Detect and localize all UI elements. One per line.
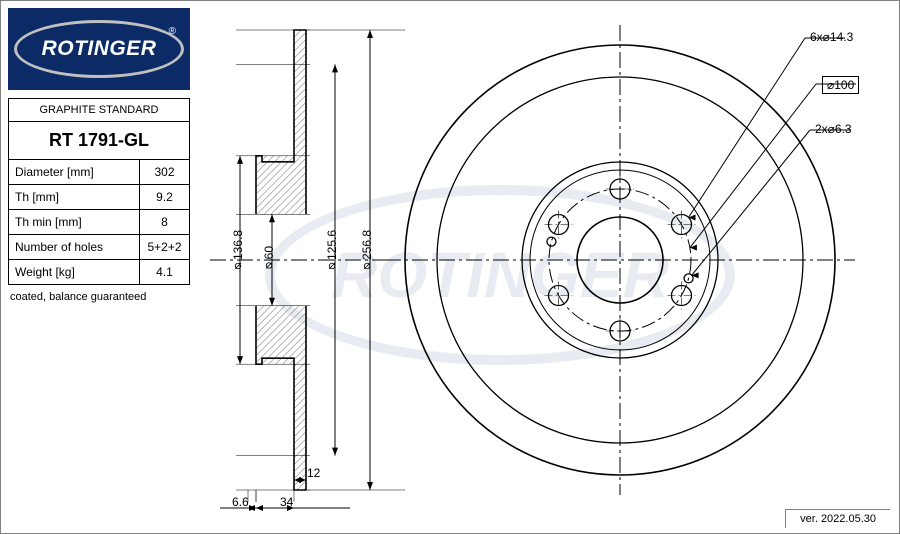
dim-thickness: 12 [307,466,320,480]
table-row: Number of holes 5+2+2 [9,235,190,260]
dim-center-bore: ⌀60 [262,246,276,273]
dim-friction-dia: ⌀256.8 [360,230,374,274]
spec-value: 302 [140,160,190,185]
registered-mark: ® [169,26,176,37]
dim-bolt-holes: 6x⌀14.3 [810,30,853,44]
spec-value: 9.2 [140,185,190,210]
dim-offset-a: 6.6 [232,495,249,509]
spec-value: 4.1 [140,260,190,285]
spec-label: Th [mm] [9,185,140,210]
version-label: ver. 2022.05.30 [785,509,890,528]
brand-logo: ROTINGER ® [8,8,190,90]
series-label: GRAPHITE STANDARD [9,99,190,122]
dim-small-holes: 2x⌀6.3 [815,122,852,136]
table-row: Weight [kg] 4.1 [9,260,190,285]
table-row: Diameter [mm] 302 [9,160,190,185]
table-row: Th [mm] 9.2 [9,185,190,210]
spec-table: GRAPHITE STANDARD RT 1791-GL Diameter [m… [8,98,190,285]
table-row: Th min [mm] 8 [9,210,190,235]
dim-offset-b: 34 [280,495,293,509]
brand-name: ROTINGER [42,37,157,61]
dim-pcd: ⌀100 [822,76,859,94]
dim-inner-step: ⌀125.6 [325,230,339,274]
spec-value: 8 [140,210,190,235]
footer-note: coated, balance guaranteed [8,291,190,303]
spec-label: Number of holes [9,235,140,260]
spec-label: Th min [mm] [9,210,140,235]
spec-panel: ROTINGER ® GRAPHITE STANDARD RT 1791-GL … [8,8,190,303]
spec-value: 5+2+2 [140,235,190,260]
technical-drawing: ⌀136.8 ⌀60 ⌀125.6 ⌀256.8 12 6.6 34 6x⌀14… [200,0,900,534]
part-number: RT 1791-GL [9,122,190,160]
spec-label: Weight [kg] [9,260,140,285]
spec-label: Diameter [mm] [9,160,140,185]
dim-hub-dia: ⌀136.8 [231,230,245,274]
